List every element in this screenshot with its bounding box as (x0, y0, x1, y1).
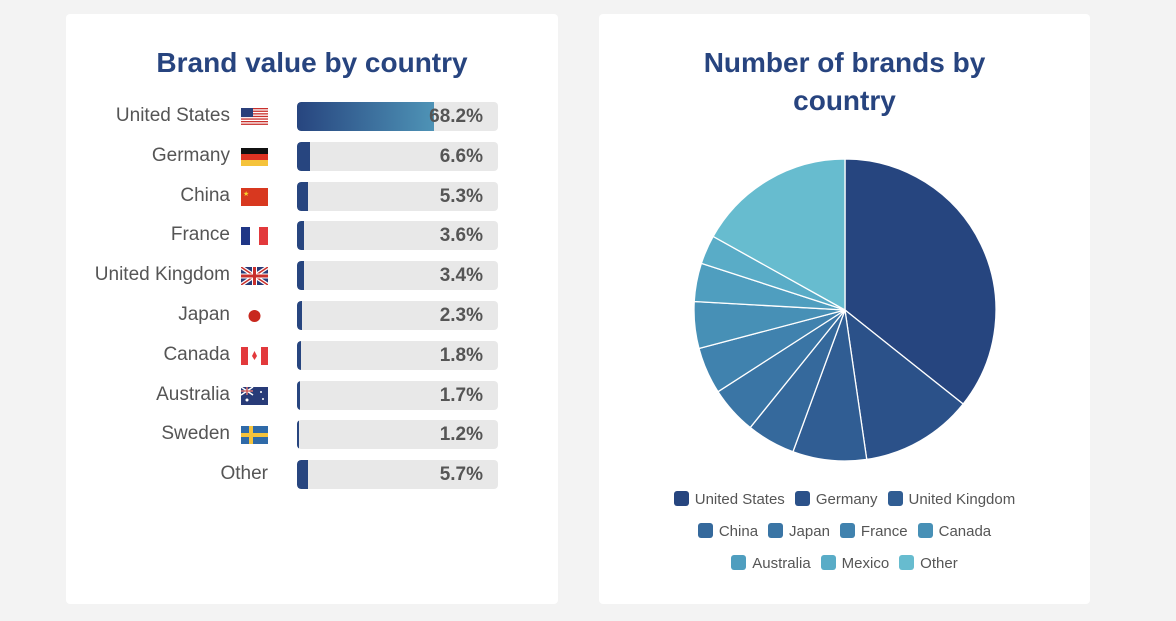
pie-slice-other[interactable] (712, 158, 846, 312)
bar-track: 5.3% (297, 181, 498, 211)
bar (297, 141, 311, 171)
bar-row: United States 68.2% (66, 101, 558, 131)
legend-swatch (794, 491, 810, 506)
legend-swatch (887, 491, 903, 506)
value-label: 1.2% (439, 424, 483, 446)
bar-track: 6.6% (297, 141, 498, 171)
legend-label: Japan (789, 523, 830, 540)
china-flag-icon: ★ (241, 187, 268, 206)
germany-flag-icon (241, 147, 268, 166)
bar-track: 1.8% (297, 340, 498, 370)
bar-row: United Kingdom 3.4% (66, 260, 558, 291)
value-label: 3.6% (439, 225, 483, 247)
bar (297, 380, 301, 410)
pie-chart (693, 158, 997, 462)
bar-row: Other 5.7% (66, 459, 558, 490)
bar-track: 3.4% (297, 261, 498, 291)
legend-label: France (860, 523, 908, 540)
sweden-flag-icon (241, 426, 268, 445)
category-label: United Kingdom (94, 264, 230, 286)
bar-track: 1.2% (297, 420, 498, 450)
bar-track: 5.7% (297, 460, 498, 490)
category-label: Australia (156, 383, 230, 405)
legend-item[interactable]: Other (899, 555, 958, 572)
category-label: China (180, 184, 230, 206)
svg-text:★: ★ (243, 190, 249, 198)
value-label: 5.7% (439, 464, 483, 486)
value-label: 3.4% (439, 265, 483, 287)
legend-item[interactable]: Mexico (820, 555, 890, 572)
legend-label: United States (694, 491, 785, 508)
value-label: 5.3% (439, 185, 483, 207)
legend-item[interactable]: China (697, 523, 759, 540)
legend-item[interactable]: Australia (731, 555, 811, 572)
legend-label: Canada (938, 523, 992, 540)
legend-item[interactable]: United States (673, 491, 785, 508)
value-label: 6.6% (439, 145, 483, 167)
category-label: Germany (151, 144, 230, 166)
pie-chart-title: Number of brands by country (703, 47, 986, 116)
legend-swatch (697, 523, 713, 538)
bar (297, 420, 300, 450)
canada-flag-icon (241, 346, 268, 365)
bar-row: Canada 1.8% (66, 340, 558, 370)
brand-count-card: Number of brands by country United State… (599, 14, 1090, 604)
legend-swatch (673, 491, 689, 506)
bar-row: France 3.6% (66, 220, 558, 251)
bar (297, 301, 302, 330)
pie-slice-united-states[interactable] (844, 158, 997, 405)
bar-track: 68.2% (297, 102, 498, 131)
legend-item[interactable]: Germany (794, 491, 878, 508)
bar-track: 3.6% (297, 221, 498, 251)
legend-label: Germany (815, 491, 878, 508)
legend-swatch (731, 555, 747, 570)
legend-label: China (718, 523, 759, 540)
pie-slice-germany[interactable] (844, 308, 965, 461)
legend-item[interactable]: United Kingdom (887, 491, 1016, 508)
category-label: France (170, 224, 230, 246)
bar-row: China ★ 5.3% (66, 181, 558, 211)
legend-swatch (768, 523, 784, 538)
bar (297, 102, 435, 131)
bar-row: Japan 2.3% (66, 300, 558, 330)
bar-row: Germany 6.6% (66, 141, 558, 171)
category-label: Sweden (161, 423, 230, 445)
legend-label: Australia (752, 555, 811, 572)
legend-swatch (917, 523, 933, 538)
value-label: 2.3% (439, 305, 483, 326)
value-label: 1.7% (439, 384, 483, 406)
us-flag-icon (241, 108, 268, 126)
bar-row: Sweden 1.2% (66, 419, 558, 450)
bar-track: 2.3% (297, 301, 498, 330)
australia-flag-icon (240, 385, 268, 405)
bar (297, 261, 304, 291)
value-label: 68.2% (429, 106, 483, 127)
category-label: United States (115, 105, 230, 126)
legend-label: Mexico (841, 555, 890, 572)
japan-flag-icon (241, 307, 268, 325)
legend-swatch (839, 523, 855, 538)
france-flag-icon (241, 227, 268, 246)
legend-swatch (899, 555, 915, 570)
bar-chart-title: Brand value by country (156, 47, 468, 78)
legend-item[interactable]: Canada (917, 523, 992, 540)
value-label: 1.8% (439, 344, 483, 366)
bar (297, 221, 305, 251)
bar-row: Australia 1.7% (66, 380, 558, 410)
bar (297, 460, 309, 490)
bar (297, 181, 308, 211)
bar-track: 1.7% (297, 380, 498, 410)
category-label: Other (220, 463, 268, 485)
legend-item[interactable]: France (839, 523, 908, 540)
bar (297, 340, 301, 370)
legend-label: United Kingdom (908, 491, 1016, 508)
legend-label: Other (920, 555, 958, 572)
uk-flag-icon (239, 265, 270, 287)
category-label: Canada (163, 343, 230, 365)
category-label: Japan (178, 304, 230, 325)
brand-value-card: Brand value by country United States 68.… (66, 14, 558, 604)
legend-item[interactable]: Japan (768, 523, 830, 540)
legend-swatch (820, 555, 836, 570)
